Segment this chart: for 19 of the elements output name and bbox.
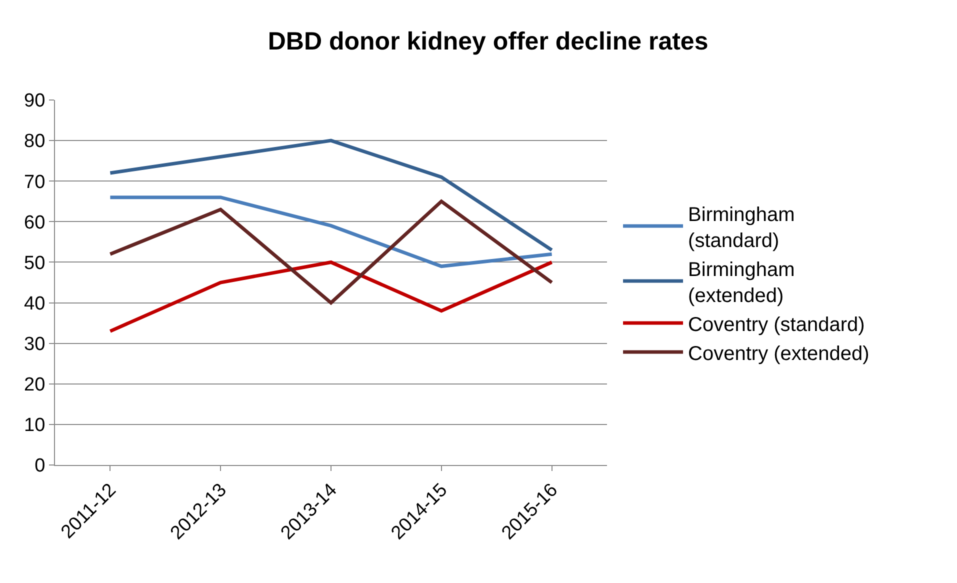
y-tick-label: 30: [24, 334, 46, 355]
legend-label: Coventry (standard): [688, 314, 865, 336]
line-series: [108, 196, 554, 268]
y-tick-label: 40: [24, 293, 46, 314]
y-tick-label: 20: [24, 374, 46, 396]
line-series: [108, 138, 554, 252]
y-tick-label: 80: [24, 131, 46, 152]
y-tick-label: 50: [24, 252, 46, 274]
line-series: [108, 260, 554, 333]
legend-label: Birmingham (standard): [688, 204, 795, 252]
y-tick-label: 0: [34, 456, 46, 477]
chart-title: DBD donor kidney offer decline rates: [268, 28, 708, 56]
y-tick-label: 60: [24, 212, 46, 234]
line-series: [108, 200, 554, 305]
y-tick-label: 70: [24, 172, 46, 193]
legend-label: Coventry (extended): [688, 342, 870, 365]
legend-label: Birmingham (extended): [688, 258, 795, 307]
y-tick-label: 10: [24, 415, 46, 436]
y-tick-label: 90: [24, 90, 46, 112]
